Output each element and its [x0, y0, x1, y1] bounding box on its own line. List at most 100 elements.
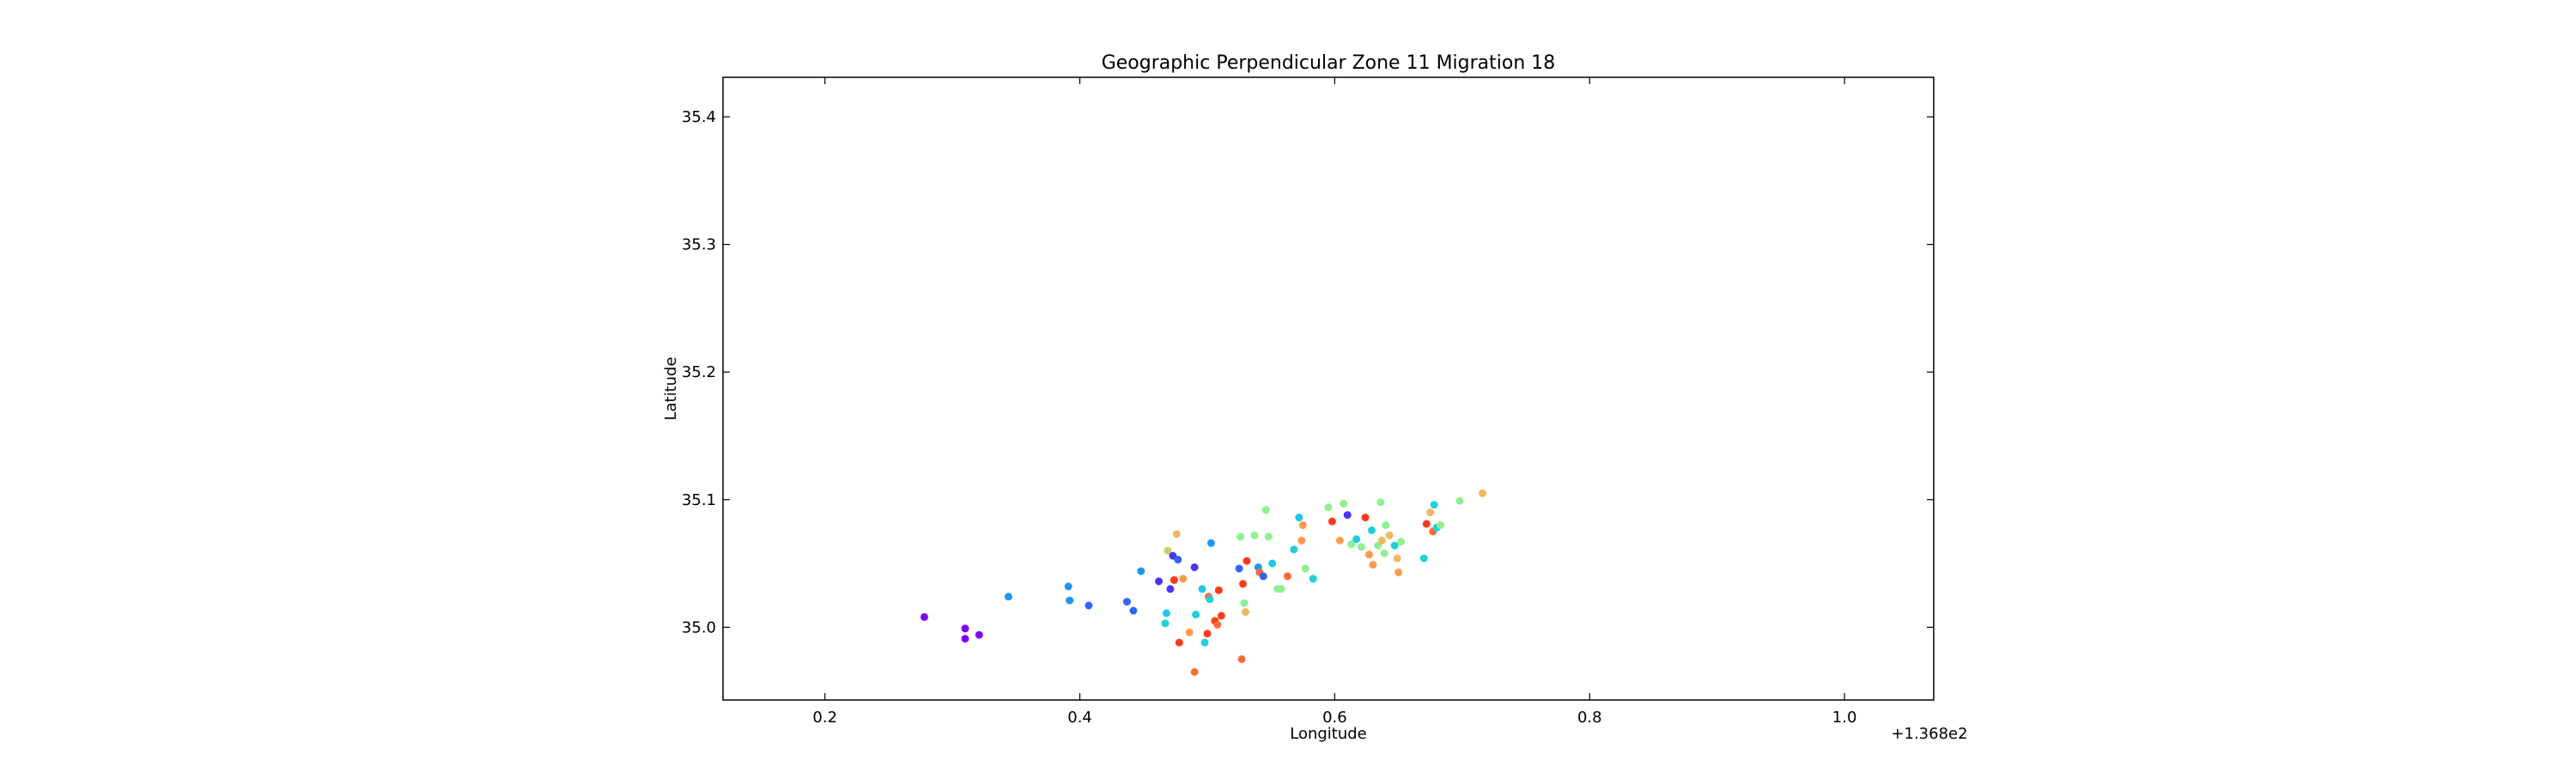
chart-title: Geographic Perpendicular Zone 11 Migrati… — [1102, 52, 1556, 74]
x-tick-label: 0.6 — [1322, 709, 1347, 727]
scatter-point — [1393, 554, 1401, 563]
scatter-point — [1295, 514, 1303, 522]
scatter-point — [1206, 539, 1215, 547]
scatter-point — [1376, 498, 1385, 507]
scatter-point — [1268, 559, 1277, 568]
scatter-point — [1430, 501, 1438, 509]
scatter-point — [1455, 496, 1464, 505]
scatter-point — [1369, 561, 1377, 569]
scatter-point — [1236, 533, 1245, 541]
scatter-point — [1239, 580, 1248, 588]
scatter-point — [1163, 546, 1172, 555]
x-tick-label: 0.8 — [1577, 709, 1602, 727]
scatter-point — [1122, 598, 1131, 606]
scatter-point — [1347, 540, 1356, 549]
scatter-point — [1290, 545, 1298, 554]
scatter-point — [1185, 628, 1194, 636]
scatter-point — [1179, 575, 1188, 583]
scatter-point — [1084, 601, 1093, 610]
scatter-points — [920, 489, 1487, 676]
scatter-point — [1174, 556, 1182, 564]
scatter-point — [1394, 568, 1403, 576]
scatter-point — [1327, 517, 1336, 526]
scatter-point — [1298, 520, 1307, 529]
y-tick-label: 35.2 — [682, 363, 716, 381]
scatter-point — [1479, 489, 1487, 497]
scatter-point — [1309, 575, 1317, 583]
scatter-point — [1242, 607, 1250, 616]
scatter-point — [1242, 557, 1251, 565]
scatter-point — [1324, 503, 1333, 512]
scatter-point — [1137, 567, 1145, 575]
scatter-point — [1340, 499, 1348, 508]
y-tick-label: 35.1 — [682, 491, 716, 509]
scatter-point — [1250, 531, 1259, 539]
scatter-point — [1343, 511, 1352, 520]
scatter-point — [1437, 520, 1445, 529]
scatter-point — [1066, 596, 1074, 605]
x-tick-label: 0.2 — [812, 709, 837, 727]
scatter-point — [1214, 586, 1223, 594]
axis-ticks: 0.2 0.4 0.6 0.8 1.0 35.0 35.1 35.2 35.3 35.4 — [682, 77, 1934, 727]
scatter-point — [1237, 654, 1246, 663]
scatter-point — [1419, 554, 1428, 563]
x-tick-label: 1.0 — [1832, 709, 1857, 727]
scatter-point — [1301, 564, 1309, 573]
y-tick-label: 35.3 — [682, 236, 716, 254]
scatter-point — [1422, 520, 1431, 528]
scatter-point — [1240, 599, 1249, 607]
scatter-point — [1235, 564, 1243, 573]
scatter-point — [1200, 638, 1209, 647]
y-axis-label: Latitude — [662, 356, 680, 420]
scatter-point — [1192, 610, 1200, 618]
scatter-point — [1284, 572, 1292, 581]
scatter-point — [1161, 619, 1170, 628]
scatter-point — [1166, 585, 1175, 593]
scatter-point — [1172, 530, 1181, 539]
x-tick-label: 0.4 — [1067, 709, 1092, 727]
scatter-point — [1129, 606, 1138, 615]
scatter-point — [1364, 551, 1373, 559]
x-axis-offset-label: +1.368e2 — [1891, 725, 1967, 743]
scatter-point — [920, 612, 929, 621]
scatter-point — [1213, 620, 1222, 629]
scatter-point — [961, 635, 969, 643]
scatter-point — [1206, 595, 1214, 604]
scatter-point — [1277, 585, 1285, 593]
scatter-point — [1175, 638, 1183, 647]
y-tick-label: 35.0 — [682, 618, 716, 636]
scatter-point — [1377, 536, 1386, 545]
scatter-point — [1203, 630, 1212, 638]
scatter-point — [1190, 667, 1199, 676]
scatter-point — [1064, 582, 1072, 591]
scatter-point — [1361, 514, 1370, 522]
scatter-point — [1335, 536, 1344, 545]
scatter-point — [1385, 531, 1394, 539]
scatter-point — [1352, 535, 1361, 544]
scatter-point — [1397, 538, 1406, 546]
plot-area-frame — [722, 76, 1935, 701]
scatter-point — [1297, 536, 1306, 545]
scatter-point — [1155, 577, 1163, 586]
scatter-point — [1358, 543, 1366, 551]
scatter-point — [1170, 575, 1178, 584]
scatter-point — [1426, 508, 1435, 517]
y-tick-label: 35.4 — [682, 108, 716, 126]
scatter-point — [961, 624, 969, 633]
x-axis-label: Longitude — [1290, 725, 1367, 743]
scatter-point — [1390, 541, 1399, 550]
scatter-point — [975, 630, 983, 639]
scatter-point — [1259, 572, 1267, 581]
scatter-point — [1264, 533, 1273, 541]
scatter-point — [1217, 612, 1225, 620]
scatter-point — [1367, 526, 1376, 534]
scatter-point — [1380, 549, 1388, 557]
scatter-point — [1261, 506, 1270, 514]
scatter-point — [1382, 520, 1390, 529]
scatter-point — [1198, 585, 1206, 593]
scatter-point — [1190, 563, 1199, 571]
scatter-point — [1004, 593, 1012, 601]
scatter-point — [1163, 609, 1171, 618]
